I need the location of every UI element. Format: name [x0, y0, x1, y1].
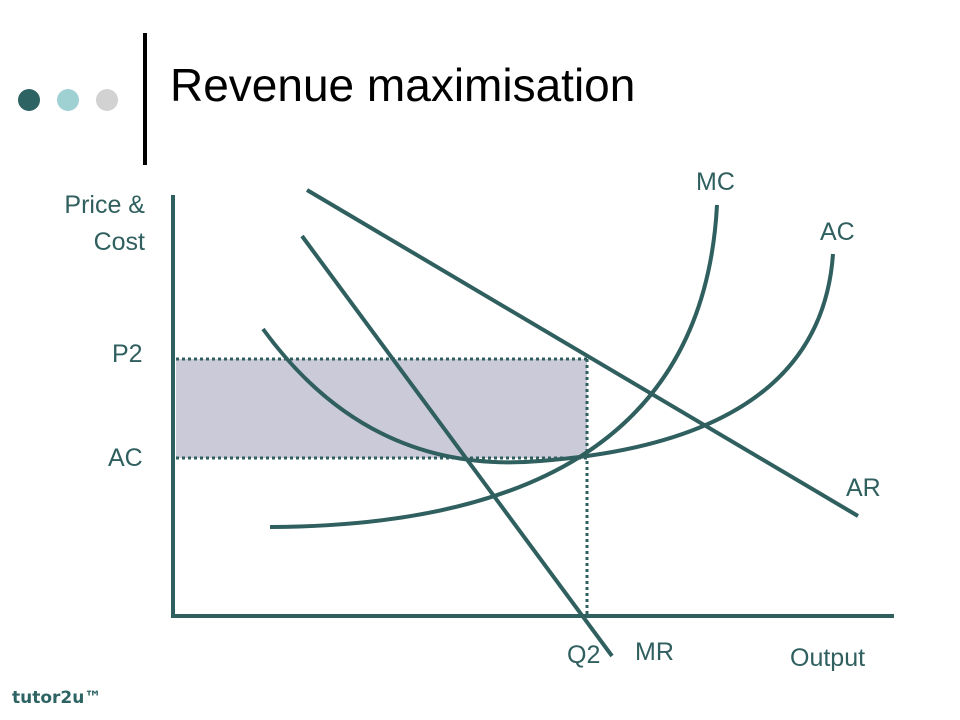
mc-label: MC — [696, 168, 735, 196]
ac-level-label: AC — [108, 444, 143, 472]
decorative-dot-teal — [57, 89, 79, 111]
ac-curve — [261, 253, 835, 465]
y-axis-label-line2: Cost — [93, 228, 145, 256]
mr-label: MR — [635, 638, 674, 666]
p2-label: P2 — [112, 340, 143, 368]
tutor2u-logo: tutor2u™ — [12, 688, 102, 708]
decorative-dot-grey — [96, 89, 118, 111]
title-divider — [143, 33, 147, 165]
mc-curve — [269, 204, 719, 529]
q2-label: Q2 — [567, 641, 601, 669]
ac-curve-label: AC — [820, 218, 855, 246]
mr-curve — [300, 234, 614, 658]
y-axis-label-line1: Price & — [64, 191, 145, 219]
shaded-profit-area — [176, 359, 587, 458]
ar-label: AR — [846, 474, 881, 502]
page-title: Revenue maximisation — [170, 59, 636, 111]
x-axis-label: Output — [790, 644, 866, 672]
decorative-dot-dark — [18, 89, 40, 111]
ar-curve — [305, 188, 860, 518]
